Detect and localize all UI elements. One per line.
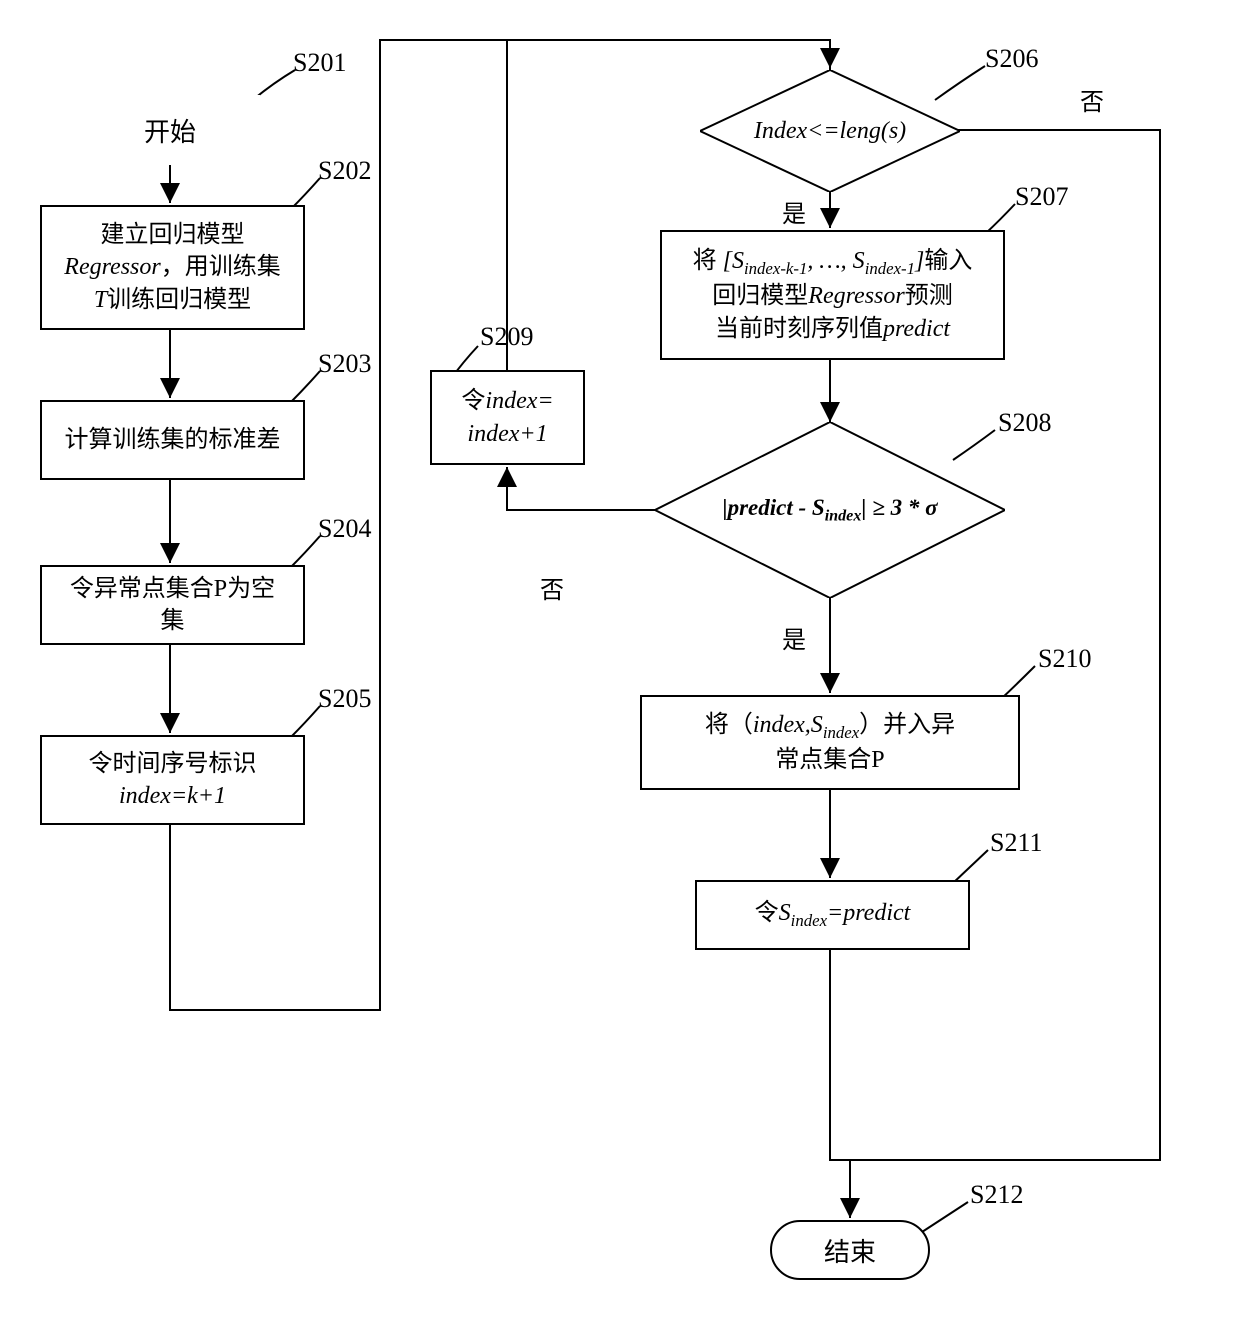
label-s207: S207 <box>1015 182 1068 212</box>
edge-no-206: 否 <box>1080 82 1104 117</box>
edge-yes-208: 是 <box>782 620 806 655</box>
node-s207: 将 [Sindex-k-1, …, Sindex-1]输入回归模型Regress… <box>660 230 1005 360</box>
node-s211: 令Sindex=predict <box>695 880 970 950</box>
label-s212: S212 <box>970 1180 1023 1210</box>
node-s205: 令时间序号标识index=k+1 <box>40 735 305 825</box>
label-s201: S201 <box>293 48 346 78</box>
label-s205: S205 <box>318 684 371 714</box>
node-s204: 令异常点集合P为空集 <box>40 565 305 645</box>
label-s203: S203 <box>318 349 371 379</box>
edge-no-208: 否 <box>540 570 564 605</box>
node-s209: 令index=index+1 <box>430 370 585 465</box>
label-s202: S202 <box>318 156 371 186</box>
label-s210: S210 <box>1038 644 1091 674</box>
label-s206: S206 <box>985 44 1038 74</box>
label-s211: S211 <box>990 828 1043 858</box>
start-text: 开始 <box>80 95 260 165</box>
node-s206-text: Index<=leng(s) <box>700 70 960 192</box>
label-s209: S209 <box>480 322 533 352</box>
node-s208-text: |predict - Sindex| ≥ 3 * σ <box>655 422 1005 598</box>
label-s208: S208 <box>998 408 1051 438</box>
node-s203: 计算训练集的标准差 <box>40 400 305 480</box>
node-s210: 将（index,Sindex）并入异常点集合P <box>640 695 1020 790</box>
label-s204: S204 <box>318 514 371 544</box>
node-s202: 建立回归模型Regressor，用训练集T训练回归模型 <box>40 205 305 330</box>
edge-yes-206: 是 <box>782 194 806 229</box>
end-node: 结束 <box>770 1220 930 1280</box>
